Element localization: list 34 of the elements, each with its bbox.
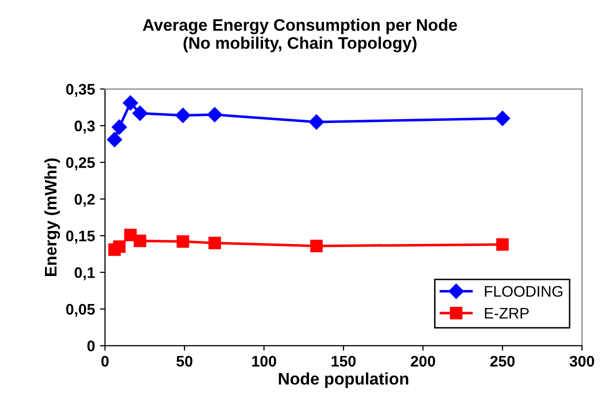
point [208, 236, 221, 250]
y-tick-label: 0,2 [74, 194, 95, 207]
legend-label: FLOODING [484, 286, 562, 297]
x-tick-label: 0 [101, 356, 109, 367]
point [308, 114, 324, 130]
x-tick-label: 250 [490, 356, 515, 367]
y-tick-label: 0,05 [66, 304, 95, 317]
point [176, 235, 190, 248]
y-axis-title: Energy (mWhr) [44, 158, 60, 276]
point [122, 95, 138, 111]
y-tick-label: 0 [87, 340, 95, 352]
point [207, 107, 222, 122]
point [112, 120, 127, 135]
y-tick-label: 0,3 [74, 120, 95, 134]
x-tick-label: 150 [332, 356, 356, 367]
x-axis-title: Node population [278, 372, 408, 388]
point [310, 240, 323, 252]
point [106, 132, 122, 148]
y-tick-label: 0,1 [74, 267, 95, 280]
point [175, 108, 190, 123]
chart-title: Average Energy Consumption per Node (No mobility, Chain Topology) [142, 18, 458, 52]
x-tick-label: 100 [252, 356, 276, 367]
point [113, 240, 126, 253]
x-tick-label: 200 [410, 356, 436, 367]
point [494, 110, 510, 126]
x-tick-label: 300 [570, 356, 594, 367]
x-tick-label: 50 [176, 356, 192, 367]
y-tick-label: 0,35 [66, 84, 95, 97]
y-tick-label: 0,25 [66, 157, 95, 170]
point [132, 106, 148, 121]
y-tick-label: 0,15 [66, 230, 95, 244]
point [496, 238, 509, 251]
legend-label: E-ZRP [484, 308, 529, 319]
point [134, 234, 146, 248]
